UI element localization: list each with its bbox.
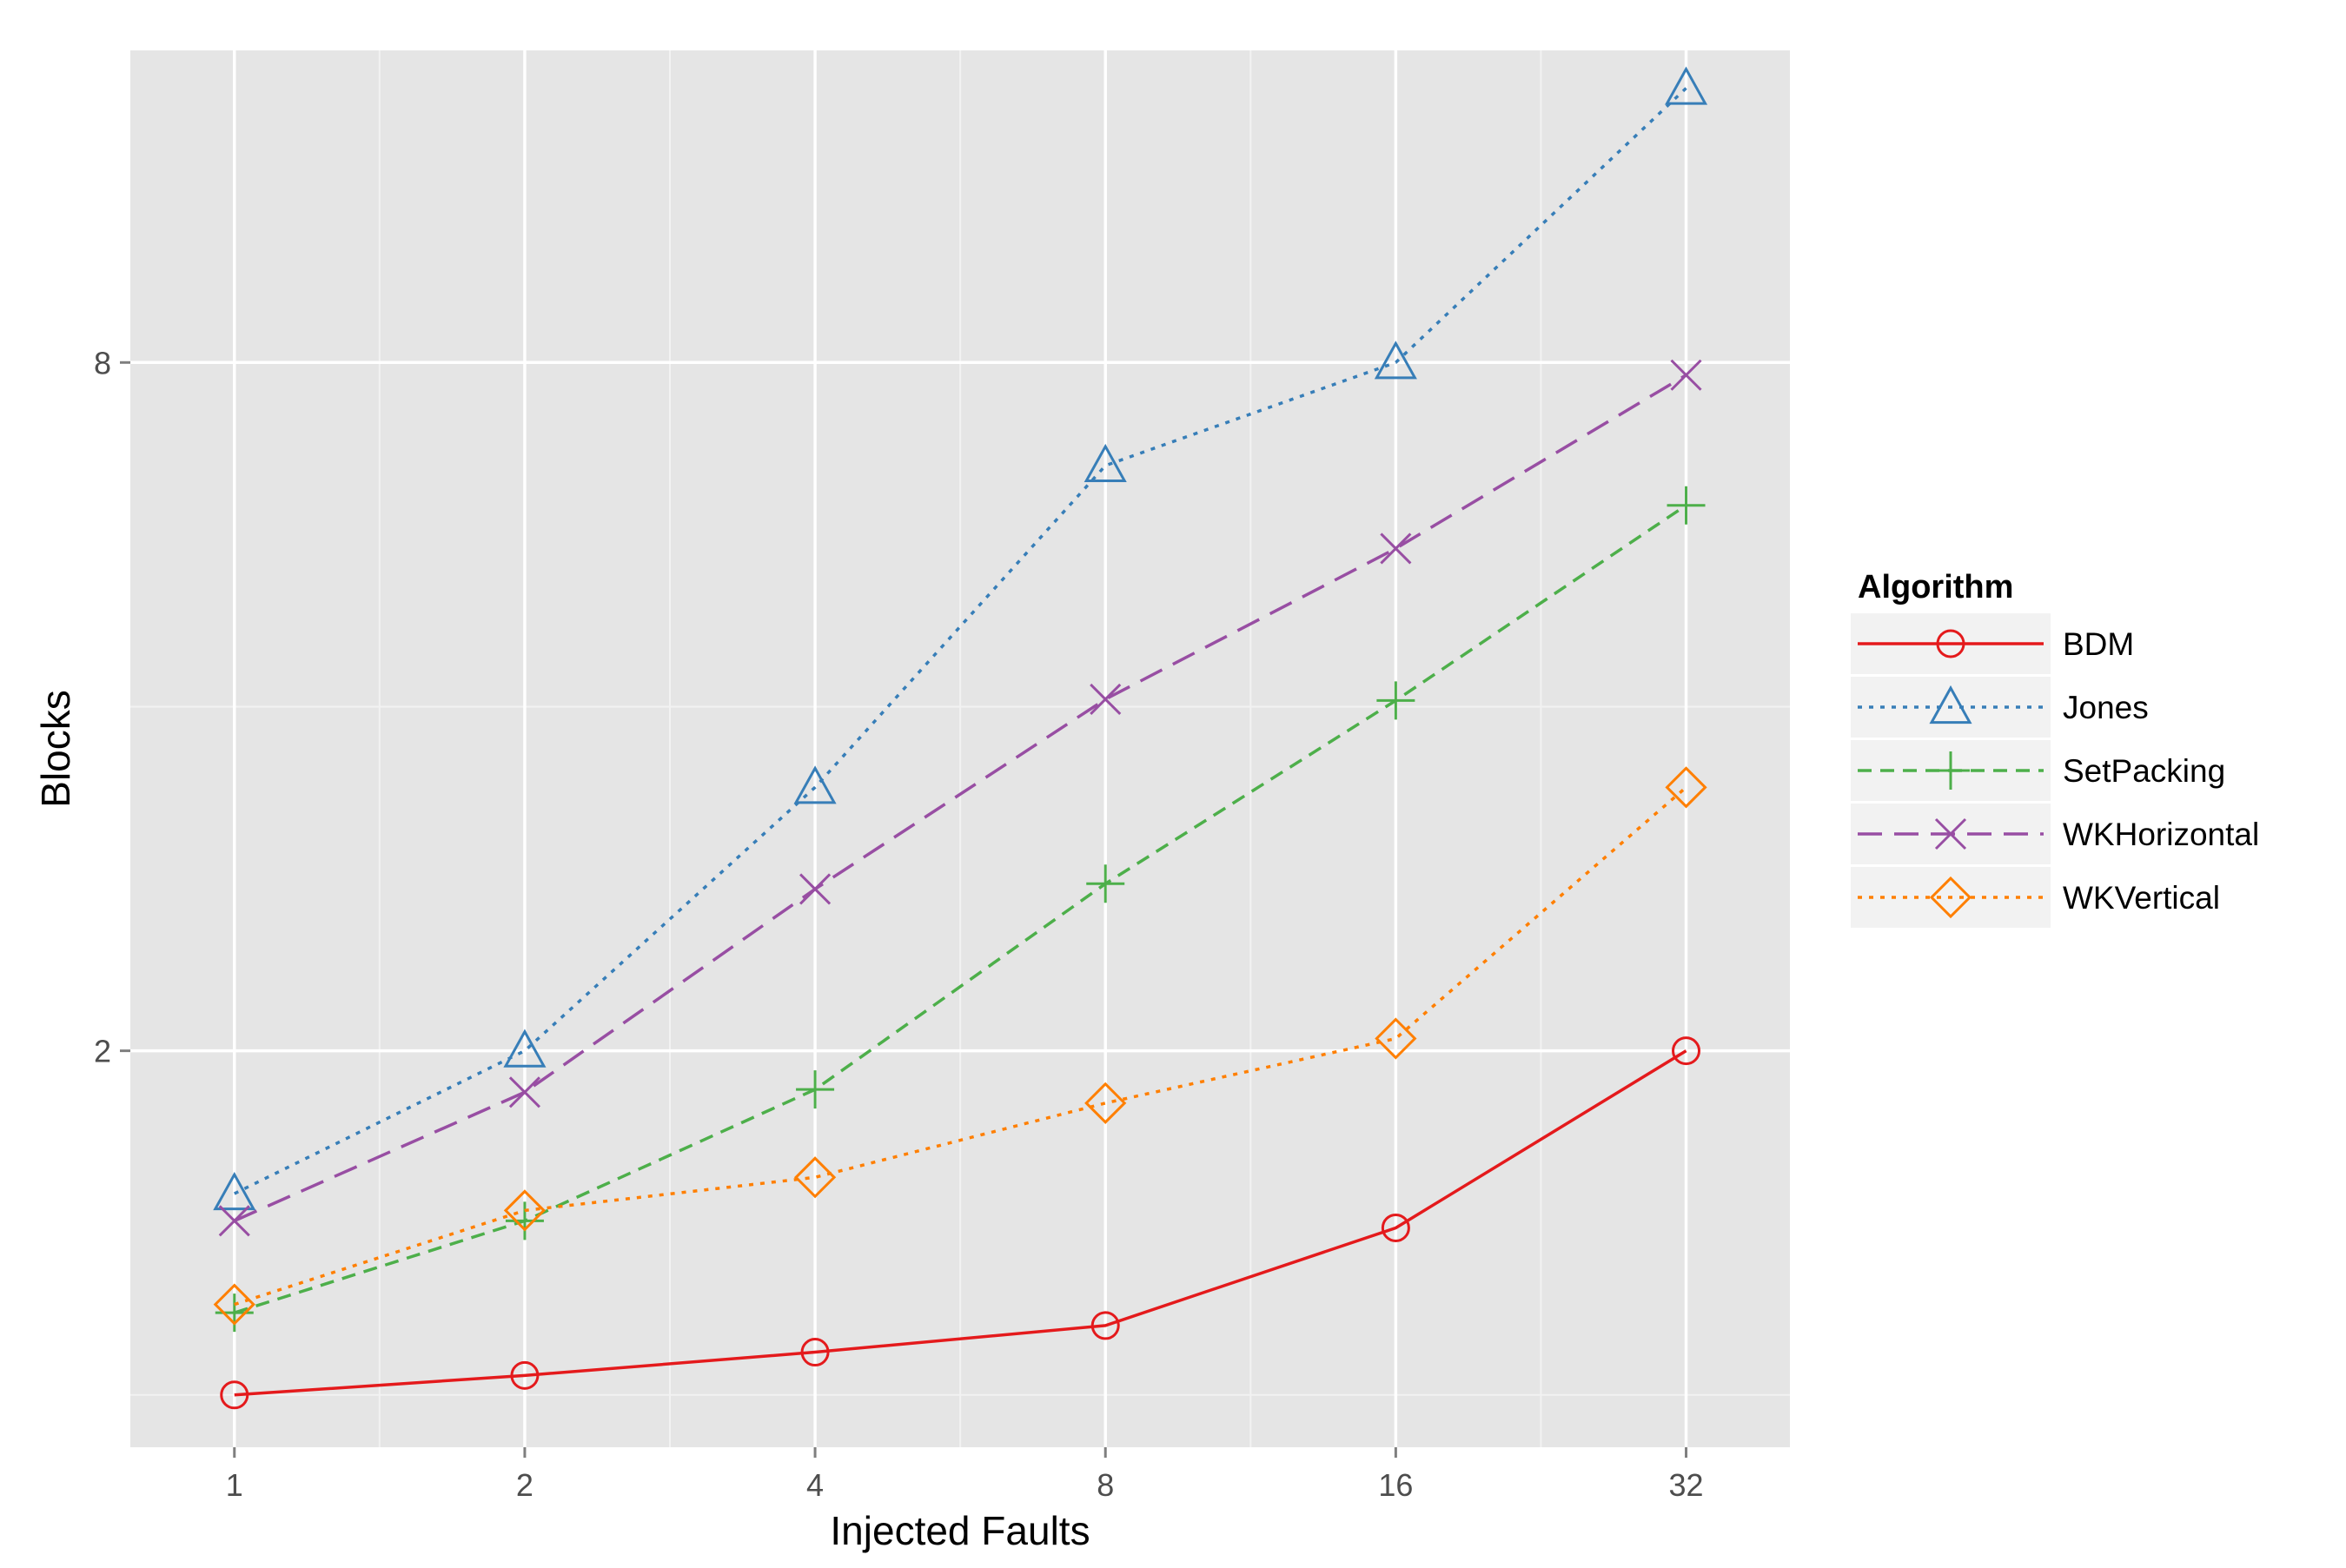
data-point-jones — [1374, 341, 1417, 380]
data-point-wkvertical — [793, 1156, 837, 1199]
series-setpacking — [215, 486, 1706, 1333]
data-point-jones — [503, 1029, 547, 1068]
data-point-setpacking — [796, 1070, 835, 1109]
data-point-wkhorizontal — [508, 1076, 540, 1108]
legend-title: Algorithm — [1858, 569, 2013, 605]
series-line-setpacking — [234, 504, 1687, 1314]
x-axis-title: Injected Faults — [830, 1508, 1090, 1553]
data-point-wkvertical — [1375, 1017, 1417, 1060]
data-point-setpacking — [505, 1201, 544, 1241]
data-point-wkhorizontal — [1090, 683, 1122, 715]
legend-marker-bdm — [1936, 629, 1965, 658]
series-line-bdm — [234, 1049, 1687, 1397]
data-point-wkvertical — [1084, 1082, 1127, 1124]
data-point-setpacking — [215, 1293, 254, 1333]
data-point-jones — [1664, 66, 1708, 105]
x-tick-label: 2 — [516, 1467, 533, 1503]
legend-label-jones: Jones — [2063, 690, 2149, 725]
y-axis-title: Blocks — [33, 690, 78, 807]
data-point-bdm — [510, 1360, 540, 1390]
data-point-setpacking — [1376, 681, 1415, 720]
legend-label-wkvertical: WKVertical — [2063, 880, 2220, 916]
data-point-jones — [213, 1171, 256, 1211]
legend-label-wkhorizontal: WKHorizontal — [2063, 817, 2259, 852]
x-tick-label: 16 — [1378, 1467, 1413, 1503]
data-point-jones — [1084, 443, 1127, 483]
legend-marker-jones — [1929, 685, 1972, 724]
data-point-setpacking — [1667, 486, 1706, 525]
legend-label-bdm: BDM — [2063, 626, 2134, 662]
data-point-wkhorizontal — [1670, 359, 1702, 391]
data-point-jones — [793, 765, 837, 804]
legend-marker-setpacking — [1932, 751, 1970, 790]
series-bdm — [220, 1036, 1701, 1410]
data-point-wkvertical — [1665, 766, 1707, 809]
x-tick-label: 32 — [1669, 1467, 1704, 1503]
data-point-bdm — [1672, 1036, 1701, 1066]
series-wkhorizontal — [218, 359, 1702, 1237]
series-line-wkhorizontal — [234, 374, 1687, 1222]
data-point-bdm — [1090, 1311, 1120, 1340]
legend-marker-wkhorizontal — [1934, 817, 1967, 850]
data-point-wkvertical — [503, 1189, 547, 1232]
y-tick-label: 2 — [94, 1034, 111, 1069]
data-point-bdm — [1381, 1213, 1410, 1242]
data-point-wkhorizontal — [799, 873, 832, 905]
x-tick-label: 8 — [1097, 1467, 1114, 1503]
y-tick-label: 8 — [94, 345, 111, 380]
data-point-setpacking — [1086, 864, 1125, 903]
legend: Algorithm BDM Jones SetPacking WKHorizontal… — [1851, 569, 2259, 928]
data-point-wkvertical — [213, 1283, 255, 1326]
legend-label-setpacking: SetPacking — [2063, 753, 2225, 789]
series-wkvertical — [213, 766, 1707, 1326]
x-tick-label: 1 — [226, 1467, 243, 1503]
data-point-bdm — [800, 1338, 830, 1367]
series-jones — [213, 66, 1708, 1211]
x-tick-label: 4 — [806, 1467, 824, 1503]
data-point-wkhorizontal — [1380, 533, 1412, 565]
data-point-wkhorizontal — [218, 1205, 250, 1237]
data-point-bdm — [220, 1380, 249, 1410]
series-line-wkvertical — [234, 786, 1687, 1307]
legend-marker-wkvertical — [1929, 876, 1972, 919]
